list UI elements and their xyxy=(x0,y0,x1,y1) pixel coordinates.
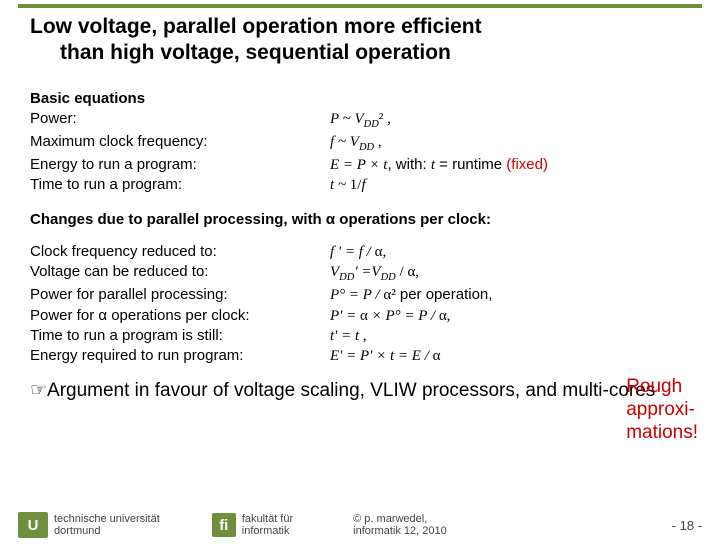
copyright: © p. marwedel, informatik 12, 2010 xyxy=(353,513,447,537)
rough-l3: mations! xyxy=(626,422,698,445)
rough-l1: Rough xyxy=(626,376,698,399)
argument-text: ☞Argument in favour of voltage scaling, … xyxy=(30,366,690,404)
rough-l2: approxi- xyxy=(626,399,698,422)
changes-head: Changes due to parallel processing, with… xyxy=(30,210,690,230)
label: Power for parallel processing: xyxy=(30,285,330,305)
eq-row-fprime: Clock frequency reduced to: f ' = f / α, xyxy=(30,242,690,262)
footer: U technische universität dortmund fi fak… xyxy=(0,512,720,538)
eq-row-palpha: Power for α operations per clock: P' = α… xyxy=(30,306,690,326)
parallel-block: Clock frequency reduced to: f ' = f / α,… xyxy=(30,242,690,366)
basic-equations-head: Basic equations xyxy=(30,89,690,109)
equation: VDD' =VDD / α, xyxy=(330,262,690,285)
equation: P' = α × P° = P / α, xyxy=(330,306,690,326)
label: Maximum clock frequency: xyxy=(30,132,330,155)
eq-row-pparallel: Power for parallel processing: P° = P / … xyxy=(30,285,690,305)
label: Clock frequency reduced to: xyxy=(30,242,330,262)
equation: t' = t , xyxy=(330,326,690,346)
title-line2: than high voltage, sequential operation xyxy=(30,40,690,66)
label: Voltage can be reduced to: xyxy=(30,262,330,285)
equation: E' = P' × t = E / α xyxy=(330,346,690,366)
title-line1: Low voltage, parallel operation more eff… xyxy=(30,15,482,38)
eq-row-eprime: Energy required to run program: E' = P' … xyxy=(30,346,690,366)
page-number: - 18 - xyxy=(672,518,702,533)
eq-row-energy: Energy to run a program: E = P × t, with… xyxy=(30,155,690,175)
slide-content: Basic equations Power: P ~ VDD² , Maximu… xyxy=(0,67,720,404)
fi-logo-icon: fi xyxy=(212,513,236,537)
eq-row-vdd: Voltage can be reduced to: VDD' =VDD / α… xyxy=(30,262,690,285)
equation: f ' = f / α, xyxy=(330,242,690,262)
label: Power for α operations per clock: xyxy=(30,306,330,326)
equation: P ~ VDD² , xyxy=(330,109,690,132)
label: Power: xyxy=(30,109,330,132)
label: Time to run a program is still: xyxy=(30,326,330,346)
equation: E = P × t, with: t = runtime (fixed) xyxy=(330,155,690,175)
tu-logo-icon: U xyxy=(18,512,48,538)
fi-logo-text: fakultät für informatik xyxy=(242,513,293,537)
equation: f ~ VDD , xyxy=(330,132,690,155)
eq-row-tprime: Time to run a program is still: t' = t , xyxy=(30,326,690,346)
slide-title: Low voltage, parallel operation more eff… xyxy=(0,8,720,67)
tu-logo-text: technische universität dortmund xyxy=(54,513,160,537)
label: Time to run a program: xyxy=(30,175,330,195)
equation: t ~ 1/f xyxy=(330,175,690,195)
fi-logo: fi fakultät für informatik xyxy=(212,513,293,537)
eq-row-freq: Maximum clock frequency: f ~ VDD , xyxy=(30,132,690,155)
eq-row-time: Time to run a program: t ~ 1/f xyxy=(30,175,690,195)
equation: P° = P / α² per operation, xyxy=(330,285,690,305)
rough-approx-note: Rough approxi- mations! xyxy=(626,376,698,444)
tu-logo: U technische universität dortmund xyxy=(18,512,160,538)
label: Energy to run a program: xyxy=(30,155,330,175)
eq-row-power: Power: P ~ VDD² , xyxy=(30,109,690,132)
label: Energy required to run program: xyxy=(30,346,330,366)
